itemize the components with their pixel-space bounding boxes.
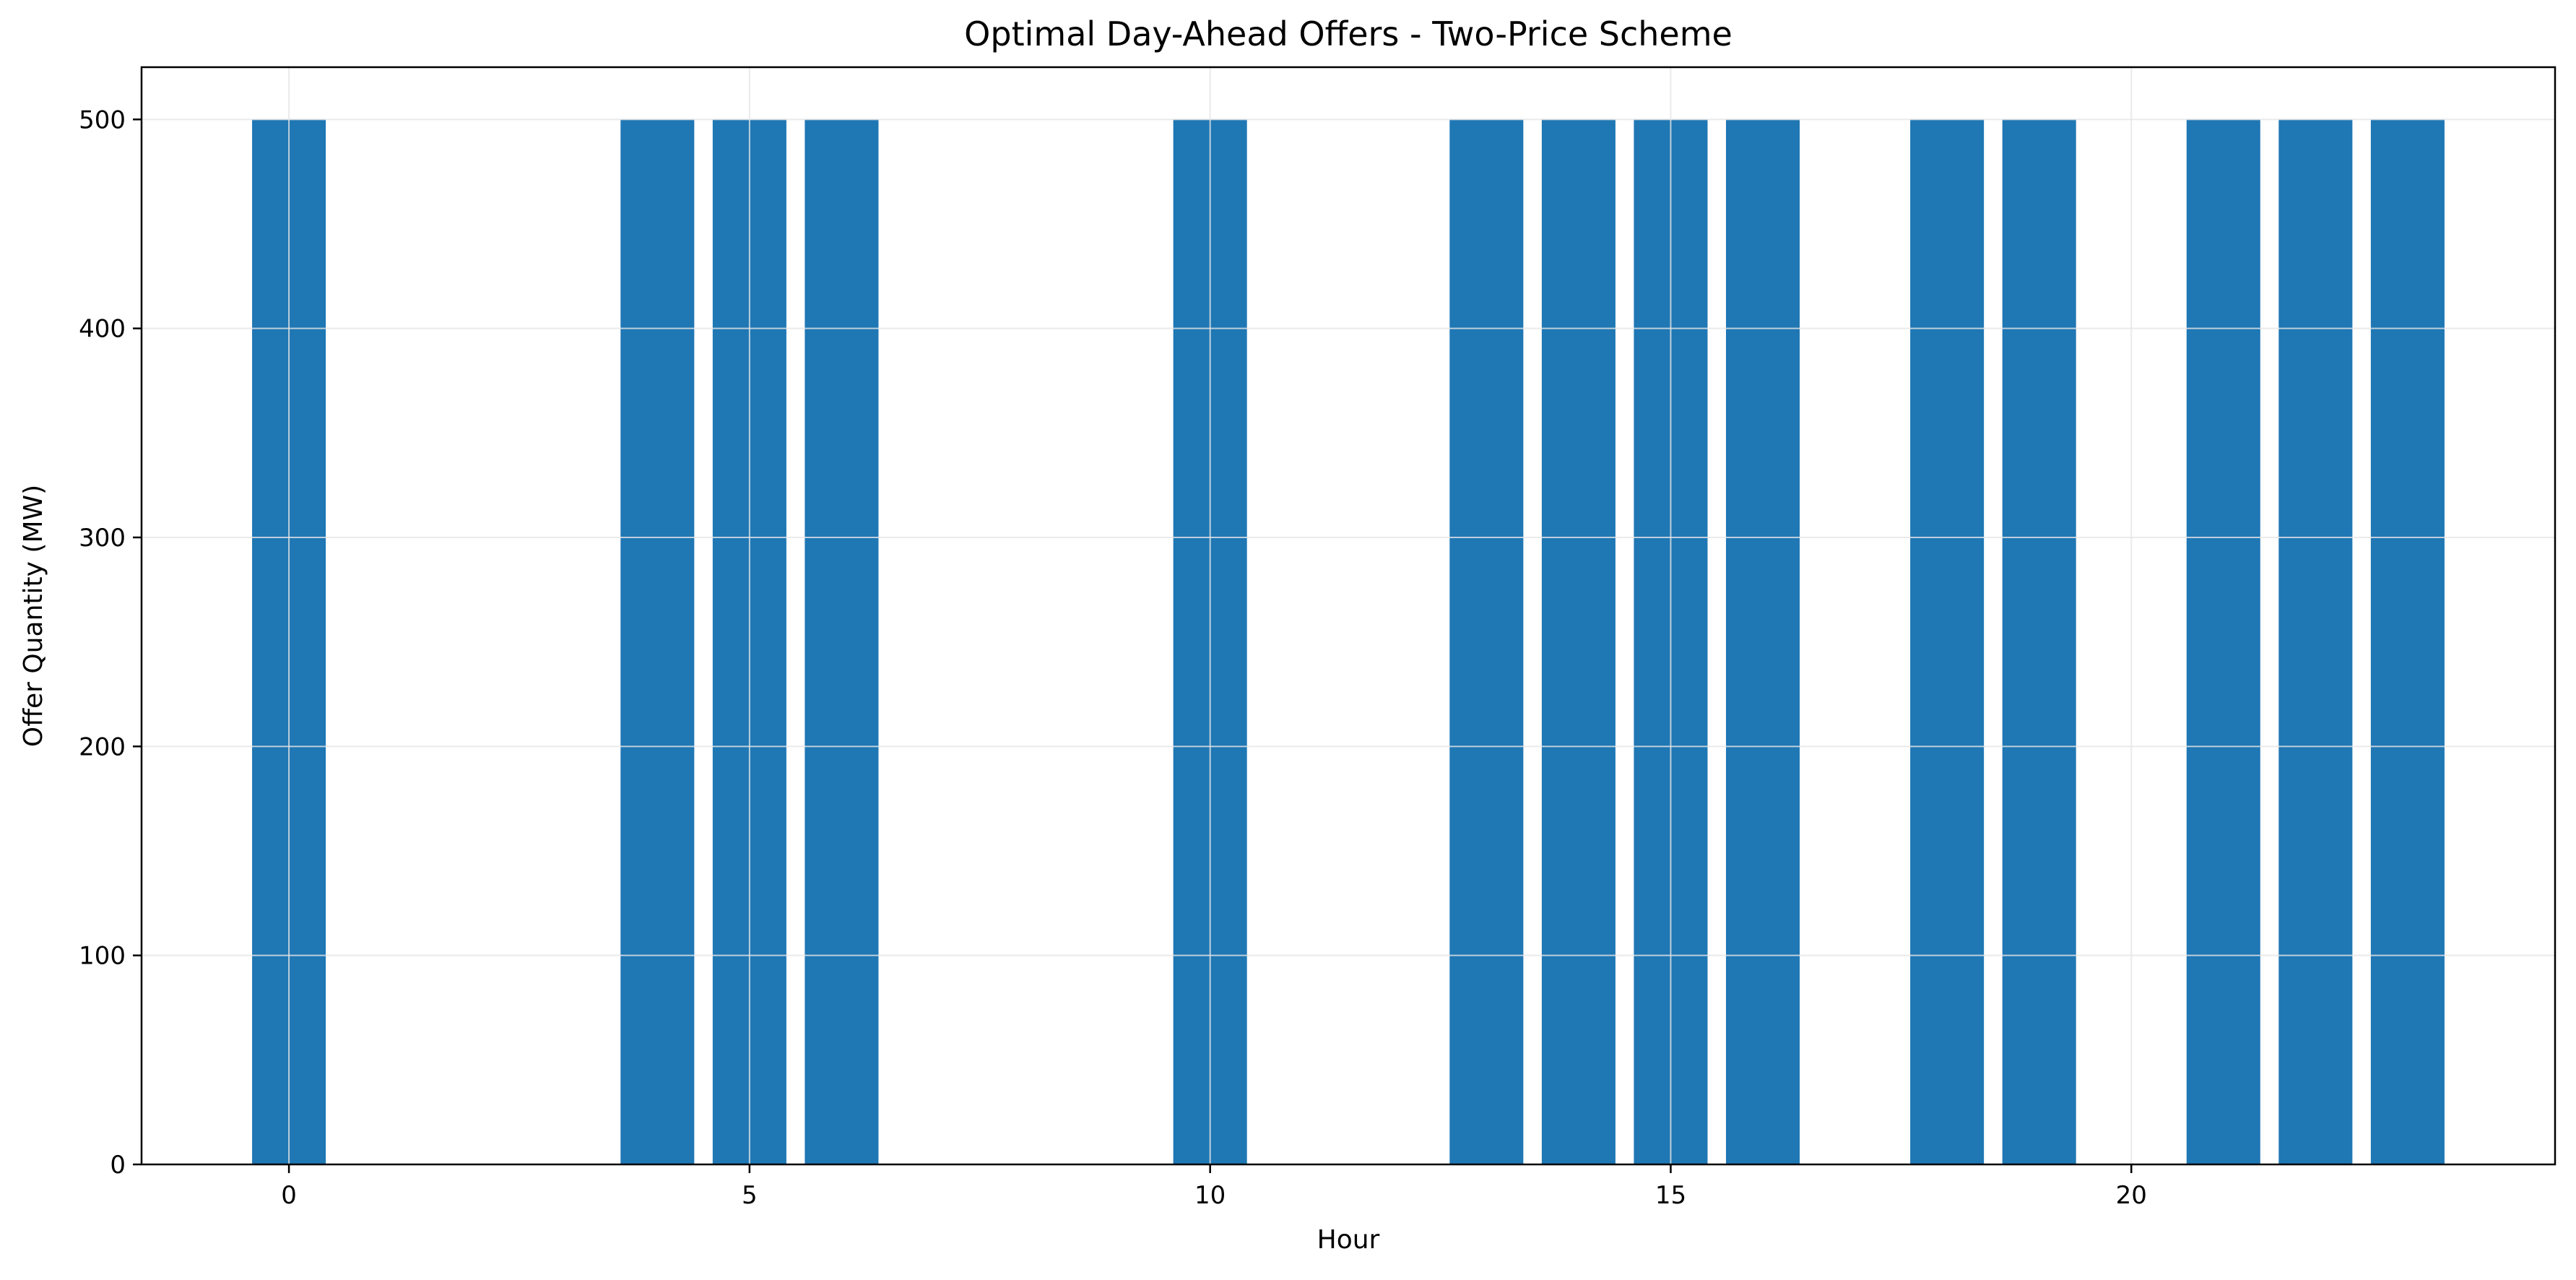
x-tick-label: 10 <box>1194 1181 1226 1210</box>
bar-hour-14 <box>1541 119 1616 1164</box>
bar-hour-16 <box>1725 119 1800 1164</box>
y-tick-label: 300 <box>79 524 126 553</box>
plot-frame <box>140 66 2557 1166</box>
x-tick-label: 15 <box>1655 1181 1686 1210</box>
x-tick-label: 5 <box>742 1181 758 1210</box>
y-tick-label: 100 <box>79 942 126 971</box>
y-axis-ticks: 0 100 200 300 400 500 <box>79 105 142 1180</box>
y-tick-label: 500 <box>79 105 126 134</box>
x-axis-label: Hour <box>1317 1225 1380 1255</box>
y-tick-label: 400 <box>79 315 126 344</box>
bar-hour-18 <box>1910 119 1985 1164</box>
bar-hour-19 <box>2002 119 2076 1164</box>
x-tick-label: 0 <box>281 1181 297 1210</box>
bar-hour-22 <box>2278 119 2353 1164</box>
chart-title: Optimal Day-Ahead Offers - Two-Price Sch… <box>964 14 1732 53</box>
bar-hour-23 <box>2370 119 2445 1164</box>
y-tick-label: 0 <box>110 1151 126 1180</box>
y-tick-label: 200 <box>79 732 126 761</box>
x-tick-label: 20 <box>2116 1181 2147 1210</box>
x-axis-ticks: 0 5 10 15 20 <box>281 1164 2147 1210</box>
bar-hour-13 <box>1449 119 1524 1164</box>
bar-hour-6 <box>805 119 879 1164</box>
y-axis-label: Offer Quantity (MW) <box>19 485 48 747</box>
bar-hour-4 <box>620 119 695 1164</box>
bars <box>252 119 2445 1164</box>
bar-hour-21 <box>2186 119 2260 1164</box>
